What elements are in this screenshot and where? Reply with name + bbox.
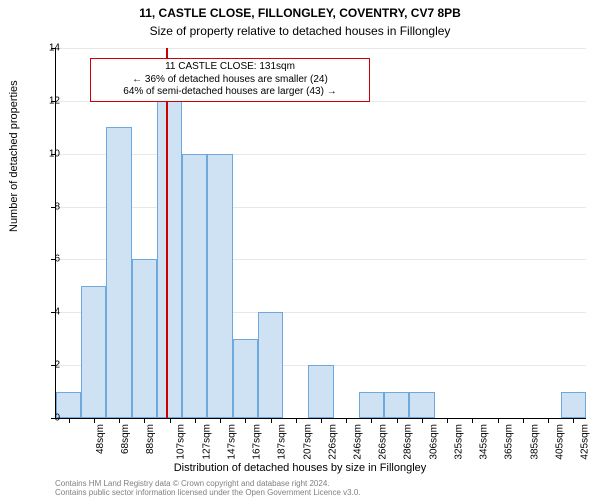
subject-marker-line [166,48,168,418]
ytick-label: 4 [20,307,60,318]
xtick-label: 405sqm [554,424,565,460]
xtick-label: 68sqm [120,424,131,454]
histogram-bar [132,259,157,418]
chart-title-sub: Size of property relative to detached ho… [0,24,600,38]
xtick-mark [548,418,549,423]
xtick-mark [346,418,347,423]
xtick-mark [523,418,524,423]
x-axis-label: Distribution of detached houses by size … [0,462,600,474]
gridline [56,207,586,208]
histogram-bar [308,365,333,418]
xtick-mark [245,418,246,423]
xtick-label: 147sqm [226,424,237,460]
histogram-bar [233,339,258,418]
ytick-label: 0 [20,413,60,424]
xtick-label: 107sqm [176,424,187,460]
histogram-bar [106,127,131,418]
xtick-label: 425sqm [580,424,591,460]
histogram-bar [258,312,283,418]
xtick-mark [94,418,95,423]
xtick-label: 127sqm [201,424,212,460]
xtick-label: 207sqm [302,424,313,460]
histogram-bar [81,286,106,418]
marker-callout: 11 CASTLE CLOSE: 131sqm← 36% of detached… [90,58,370,102]
plot-area [55,48,586,419]
xtick-mark [69,418,70,423]
credits-line-2: Contains public sector information licen… [55,489,361,498]
xtick-label: 167sqm [252,424,263,460]
histogram-bar [182,154,207,418]
xtick-label: 88sqm [145,424,156,454]
ytick-label: 8 [20,201,60,212]
xtick-label: 286sqm [403,424,414,460]
callout-line: ← 36% of detached houses are smaller (24… [97,74,363,87]
ytick-label: 10 [20,148,60,159]
xtick-mark [498,418,499,423]
xtick-mark [296,418,297,423]
histogram-bar [359,392,384,418]
xtick-mark [397,418,398,423]
xtick-mark [573,418,574,423]
xtick-label: 385sqm [529,424,540,460]
xtick-mark [119,418,120,423]
xtick-mark [321,418,322,423]
property-size-chart: 11, CASTLE CLOSE, FILLONGLEY, COVENTRY, … [0,0,600,500]
ytick-label: 6 [20,254,60,265]
ytick-label: 14 [20,43,60,54]
xtick-label: 187sqm [277,424,288,460]
callout-line: 64% of semi-detached houses are larger (… [97,86,363,99]
xtick-mark [371,418,372,423]
gridline [56,48,586,49]
xtick-mark [271,418,272,423]
credits: Contains HM Land Registry data © Crown c… [55,480,361,498]
xtick-mark [144,418,145,423]
xtick-label: 246sqm [353,424,364,460]
ytick-label: 2 [20,360,60,371]
xtick-mark [447,418,448,423]
chart-title-main: 11, CASTLE CLOSE, FILLONGLEY, COVENTRY, … [0,6,600,20]
histogram-bar [207,154,232,418]
xtick-mark [472,418,473,423]
callout-line: 11 CASTLE CLOSE: 131sqm [97,61,363,74]
gridline [56,154,586,155]
xtick-mark [195,418,196,423]
ytick-label: 12 [20,95,60,106]
xtick-label: 48sqm [95,424,106,454]
histogram-bar [409,392,434,418]
xtick-label: 325sqm [454,424,465,460]
xtick-label: 226sqm [327,424,338,460]
histogram-bar [157,74,182,418]
xtick-mark [220,418,221,423]
histogram-bar [384,392,409,418]
xtick-mark [422,418,423,423]
histogram-bar [561,392,586,418]
xtick-label: 345sqm [479,424,490,460]
xtick-mark [170,418,171,423]
y-axis-label: Number of detached properties [8,80,20,232]
xtick-label: 266sqm [378,424,389,460]
xtick-label: 306sqm [428,424,439,460]
xtick-label: 365sqm [504,424,515,460]
